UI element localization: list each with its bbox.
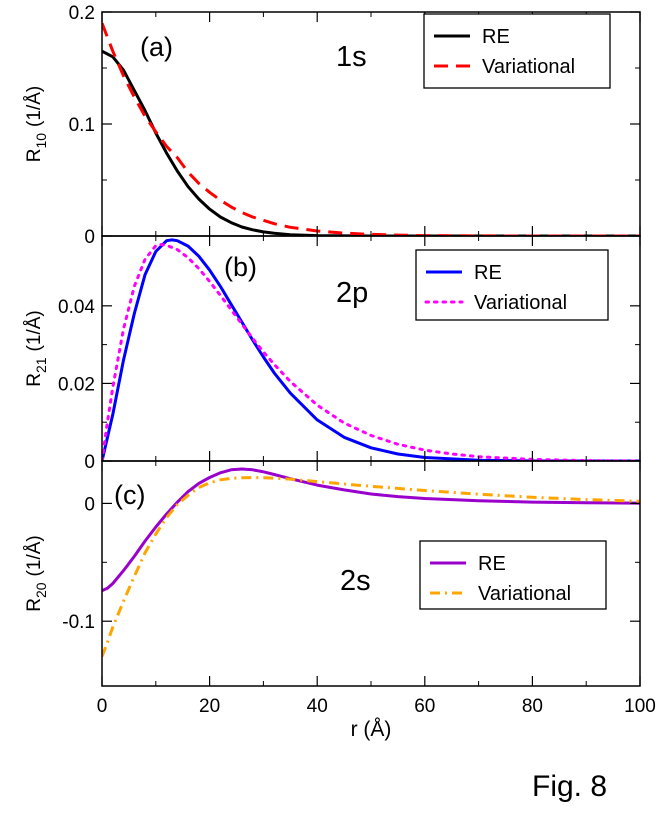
- legend-label-variational: Variational: [482, 56, 575, 78]
- series-line-variational-2s: [102, 476, 640, 658]
- y-tick-label: -0.1: [62, 612, 95, 633]
- y-axis-label-unit: (1/Å): [24, 310, 45, 351]
- legend-box: [419, 540, 607, 610]
- panel-2p: 0 0.02 0.04 R21 (1/Å) (b) 2p RE Variational: [24, 235, 641, 473]
- x-tick-label: 60: [414, 696, 435, 717]
- panel-label: (c): [114, 480, 145, 510]
- legend-label-variational: Variational: [474, 292, 567, 314]
- y-axis-label-main: R: [24, 149, 45, 163]
- y-axis-label-unit: (1/Å): [24, 86, 45, 127]
- y-axis-label: R21 (1/Å): [24, 310, 49, 387]
- y-tick-label: 0: [84, 452, 95, 473]
- orbital-label: 2s: [340, 565, 371, 597]
- y-tick-label: 0.1: [69, 115, 95, 136]
- y-tick-label: 0: [84, 227, 95, 248]
- y-axis-label-subscript: 21: [33, 357, 49, 373]
- y-axis-label-subscript: 20: [33, 582, 49, 598]
- series-line-re-2p: [102, 238, 640, 461]
- x-tick-label: 20: [199, 696, 220, 717]
- legend-box: [415, 249, 609, 321]
- figure-label: Fig. 8: [532, 770, 608, 803]
- legend-label-re: RE: [478, 553, 506, 575]
- y-axis-label-main: R: [24, 598, 45, 612]
- panel-1s: 0 0.1 0.2 R10 (1/Å) (a) 1s RE Variational: [24, 3, 641, 248]
- y-tick-label: 0: [84, 494, 95, 515]
- y-tick-label: 0.2: [69, 3, 95, 24]
- x-axis-label: r (Å): [351, 718, 392, 741]
- y-tick-label: 0.04: [58, 297, 95, 318]
- y-axis-label: R20 (1/Å): [24, 535, 49, 612]
- series-line-variational-2p: [102, 243, 640, 461]
- x-tick-label: 100: [624, 696, 656, 717]
- orbital-label: 1s: [336, 41, 367, 73]
- legend-label-variational: Variational: [478, 583, 571, 605]
- y-axis-label-main: R: [24, 373, 45, 387]
- y-axis-label: R10 (1/Å): [24, 86, 49, 163]
- y-axis-label-unit: (1/Å): [24, 535, 45, 576]
- y-tick-label: 0.02: [58, 374, 95, 395]
- orbital-label: 2p: [336, 277, 368, 309]
- x-tick-label: 0: [97, 696, 108, 717]
- panel-label: (a): [140, 32, 173, 62]
- legend-label-re: RE: [482, 26, 510, 48]
- series-line-re-2s: [102, 467, 640, 592]
- panel-label: (b): [224, 252, 257, 282]
- x-tick-label: 40: [307, 696, 328, 717]
- legend-label-re: RE: [474, 262, 502, 284]
- y-axis-label-subscript: 10: [33, 133, 49, 149]
- x-tick-label: 80: [522, 696, 543, 717]
- legend-box: [423, 13, 611, 89]
